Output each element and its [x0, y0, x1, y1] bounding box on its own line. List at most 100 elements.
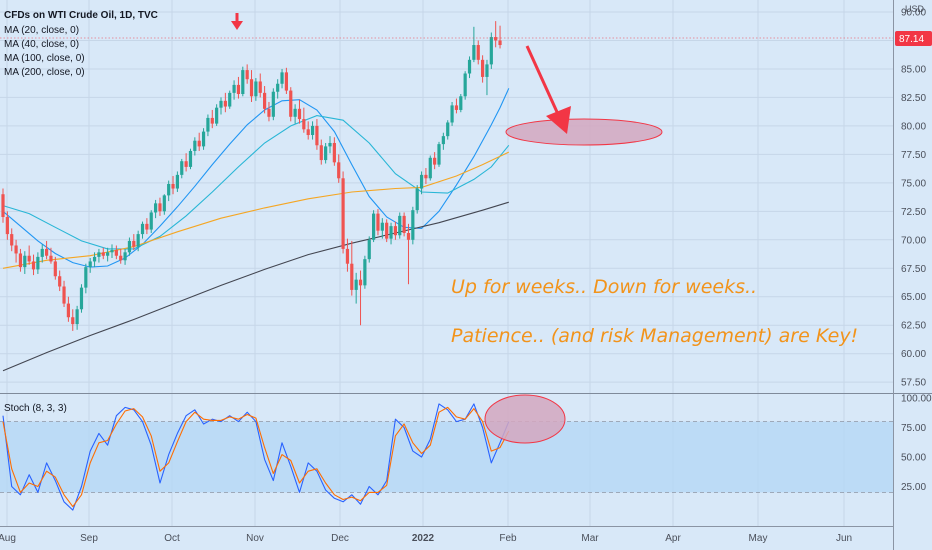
- candle[interactable]: [271, 88, 275, 121]
- candle[interactable]: [140, 221, 145, 239]
- candle[interactable]: [53, 256, 57, 280]
- candle[interactable]: [154, 199, 158, 219]
- candle[interactable]: [415, 185, 419, 214]
- candle[interactable]: [75, 305, 79, 330]
- candle[interactable]: [210, 109, 214, 129]
- candle[interactable]: [114, 245, 118, 260]
- stoch-highlight-ellipse[interactable]: [484, 394, 566, 444]
- candle[interactable]: [380, 218, 384, 239]
- candle[interactable]: [489, 32, 493, 69]
- candle[interactable]: [145, 218, 149, 235]
- candle[interactable]: [263, 86, 267, 114]
- candle[interactable]: [49, 247, 53, 264]
- candlesticks[interactable]: [1, 21, 502, 331]
- legend[interactable]: CFDs on WTI Crude Oil, 1D, TVC MA (20, c…: [4, 10, 158, 414]
- candle[interactable]: [132, 234, 136, 251]
- candle[interactable]: [123, 248, 127, 265]
- candle[interactable]: [197, 132, 201, 151]
- candle[interactable]: [79, 284, 84, 313]
- candle[interactable]: [232, 80, 236, 100]
- candle[interactable]: [284, 67, 288, 95]
- candle[interactable]: [18, 248, 23, 272]
- candle[interactable]: [498, 25, 502, 49]
- candle[interactable]: [332, 137, 336, 166]
- candle[interactable]: [241, 66, 245, 97]
- candle[interactable]: [297, 99, 302, 124]
- candle[interactable]: [31, 254, 36, 276]
- candle[interactable]: [293, 104, 297, 124]
- arrow-down-head-icon[interactable]: [546, 106, 571, 134]
- stoch-legend[interactable]: Stoch (8, 3, 3): [4, 403, 67, 414]
- candle[interactable]: [162, 194, 166, 215]
- candle[interactable]: [450, 101, 454, 126]
- candle[interactable]: [119, 248, 123, 264]
- candle[interactable]: [62, 280, 66, 307]
- candle[interactable]: [433, 152, 437, 170]
- candle[interactable]: [158, 197, 162, 216]
- candle[interactable]: [459, 94, 463, 113]
- candle[interactable]: [180, 158, 184, 179]
- candle[interactable]: [446, 120, 450, 140]
- indicator-ma100[interactable]: MA (100, close, 0): [4, 53, 85, 64]
- candle[interactable]: [236, 76, 241, 99]
- indicator-ma200[interactable]: MA (200, close, 0): [4, 67, 85, 78]
- candle[interactable]: [267, 101, 271, 122]
- indicator-ma40[interactable]: MA (40, close, 0): [4, 39, 79, 50]
- candle[interactable]: [398, 212, 402, 239]
- candle[interactable]: [228, 90, 232, 109]
- candle[interactable]: [58, 270, 62, 292]
- annotation-line-2[interactable]: Patience.. (and risk Management) are Key…: [451, 325, 858, 347]
- candle[interactable]: [276, 79, 280, 99]
- candle[interactable]: [324, 142, 328, 164]
- candle[interactable]: [110, 244, 114, 259]
- candle[interactable]: [206, 114, 210, 137]
- candle[interactable]: [223, 92, 227, 113]
- candle[interactable]: [84, 263, 88, 294]
- candle[interactable]: [406, 223, 411, 285]
- arrow-down-shaft[interactable]: [525, 45, 559, 113]
- candle[interactable]: [201, 128, 206, 150]
- candle[interactable]: [419, 171, 424, 195]
- candle[interactable]: [88, 258, 92, 273]
- indicator-ma20[interactable]: MA (20, close, 0): [4, 25, 79, 36]
- candle[interactable]: [66, 296, 70, 322]
- candle[interactable]: [40, 244, 44, 263]
- drawings[interactable]: [0, 13, 893, 444]
- candle[interactable]: [127, 237, 132, 256]
- candle[interactable]: [328, 136, 332, 154]
- candle[interactable]: [411, 206, 415, 245]
- annotation-line-1[interactable]: Up for weeks.. Down for weeks..: [451, 276, 757, 298]
- candle[interactable]: [376, 209, 380, 236]
- candle[interactable]: [184, 153, 188, 172]
- candle[interactable]: [385, 219, 389, 243]
- candle[interactable]: [402, 212, 406, 237]
- candle[interactable]: [393, 221, 397, 240]
- candle[interactable]: [280, 68, 284, 89]
- candle[interactable]: [363, 255, 367, 289]
- candle[interactable]: [467, 56, 472, 79]
- candle[interactable]: [167, 180, 171, 202]
- candle[interactable]: [245, 64, 249, 84]
- candle[interactable]: [428, 155, 432, 181]
- candle[interactable]: [258, 73, 262, 98]
- candle[interactable]: [36, 252, 40, 274]
- candle[interactable]: [1, 188, 5, 223]
- candle[interactable]: [23, 251, 27, 274]
- candle[interactable]: [10, 228, 14, 252]
- candle[interactable]: [193, 137, 197, 156]
- candle[interactable]: [106, 247, 110, 262]
- candle[interactable]: [345, 238, 350, 272]
- time-axis[interactable]: Aug Sep Oct Nov Dec 2022 Feb Mar Apr May Jun: [0, 533, 852, 544]
- candle[interactable]: [494, 21, 498, 48]
- candle[interactable]: [149, 210, 153, 233]
- candle[interactable]: [171, 176, 175, 195]
- candle[interactable]: [306, 121, 310, 140]
- candle[interactable]: [350, 240, 354, 296]
- candle[interactable]: [367, 236, 371, 263]
- candle[interactable]: [27, 245, 31, 265]
- candle[interactable]: [101, 247, 105, 260]
- candle[interactable]: [389, 222, 393, 245]
- candle[interactable]: [254, 78, 258, 101]
- candle[interactable]: [485, 59, 489, 96]
- target-zone-ellipse[interactable]: [505, 118, 663, 146]
